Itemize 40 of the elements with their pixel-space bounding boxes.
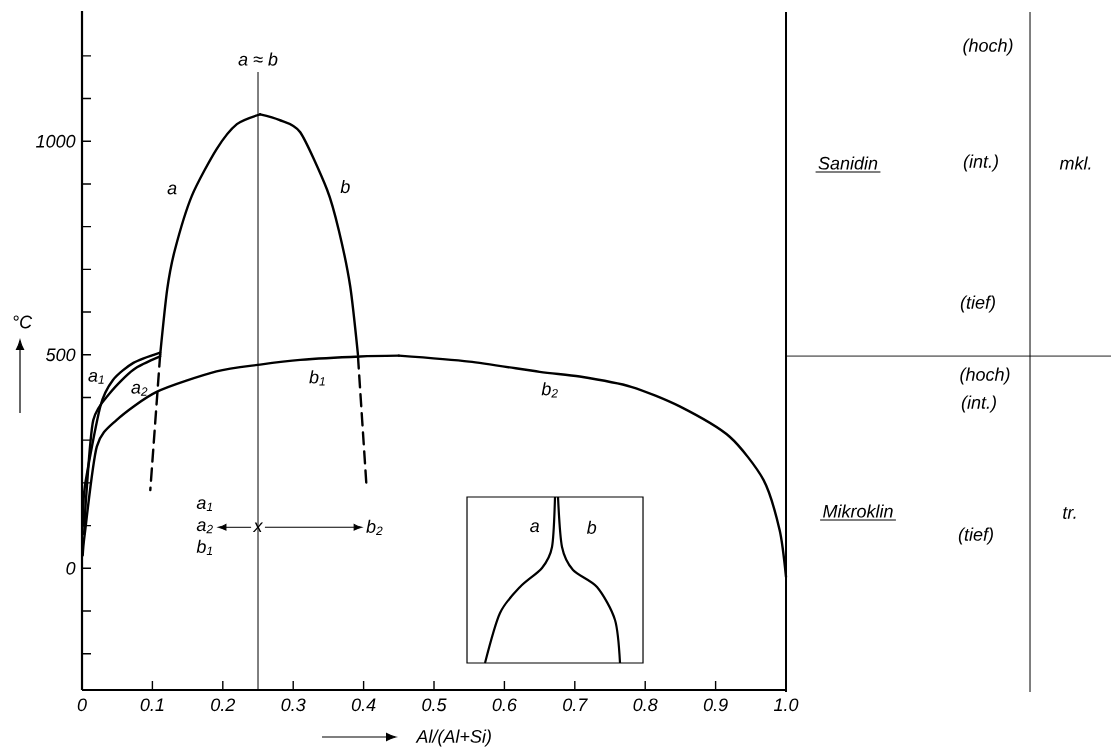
y-tick-label: 0 xyxy=(66,561,76,575)
annotation: a$_{1}$ xyxy=(196,499,213,511)
x-axis-title: Al/(Al+Si) xyxy=(415,729,491,747)
annotation: x xyxy=(252,522,264,533)
annotation: b$_{1}$ xyxy=(196,539,213,555)
annotation: b$_{2}$ xyxy=(366,519,383,535)
text: Mikroklin xyxy=(823,504,893,518)
x-tick-label: 0.3 xyxy=(281,698,306,712)
text: (hoch) xyxy=(963,38,1013,56)
x-tick-label: 0.9 xyxy=(703,698,728,712)
text: tr. xyxy=(1063,507,1076,519)
text: (tief) xyxy=(958,527,993,545)
annotation: b xyxy=(586,520,597,534)
y-axis-title: °C xyxy=(13,315,33,329)
y-tick-label: 500 xyxy=(45,348,76,362)
x-tick-label: 0.5 xyxy=(422,698,447,712)
ref-line-label: a ≈ b xyxy=(238,52,278,66)
x-tick-label: 0 xyxy=(77,698,87,712)
text: Sanidin xyxy=(818,156,878,170)
x-tick-label: 0.8 xyxy=(633,698,658,712)
x-tick-label: 0.6 xyxy=(492,698,517,712)
text: (int.) xyxy=(963,154,998,172)
text: (int.) xyxy=(961,395,996,413)
annotation: b$_{1}$ xyxy=(309,370,325,386)
annotation: a xyxy=(167,184,177,195)
y-tick-label: 1000 xyxy=(36,134,76,148)
annotation: a$_{2}$ xyxy=(196,521,213,534)
text: (tief) xyxy=(960,295,995,313)
annotation: a xyxy=(530,522,540,533)
x-tick-label: 1.0 xyxy=(773,698,799,712)
annotation: a$_{2}$ xyxy=(131,383,148,396)
x-tick-label: 0.1 xyxy=(140,698,164,712)
x-tick-label: 0.7 xyxy=(563,698,588,712)
text: mkl. xyxy=(1059,156,1091,170)
x-tick-label: 0.2 xyxy=(211,698,236,712)
annotation: a$_{1}$ xyxy=(88,371,104,384)
annotation: b xyxy=(340,179,350,194)
annotation: b$_{2}$ xyxy=(541,382,558,398)
x-tick-label: 0.4 xyxy=(351,698,376,712)
text: (hoch) xyxy=(960,367,1010,385)
